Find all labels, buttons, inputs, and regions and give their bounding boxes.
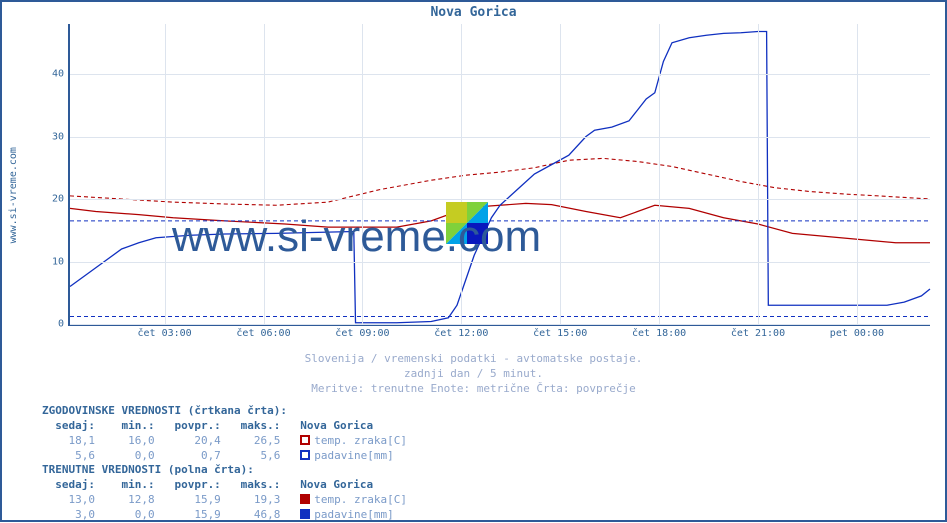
chart-container: Nova Gorica www.si-vreme.com 0 10 20 30 40 če…: [0, 0, 947, 522]
gridline-v: [362, 24, 363, 324]
chart-title: Nova Gorica: [2, 5, 945, 20]
gridline-h: [70, 262, 930, 263]
series-temp_trenutne: [70, 203, 930, 242]
ytick-label: 0: [58, 319, 70, 330]
subtitle-line-1: Slovenija / vremenski podatki - avtomats…: [2, 352, 945, 367]
xtick-label: pet 00:00: [830, 324, 884, 339]
legend-row: 18,1 16,0 20,4 26,5 temp. zraka[C]: [42, 434, 407, 449]
legend-swatch-icon: [300, 509, 310, 519]
gridline-v: [165, 24, 166, 324]
gridline-h: [70, 74, 930, 75]
plot-area: 010203040čet 03:00čet 06:00čet 09:00čet …: [68, 24, 930, 326]
subtitle-line-3: Meritve: trenutne Enote: metrične Črta: …: [2, 382, 945, 397]
xtick-label: čet 09:00: [335, 324, 389, 339]
legend-col-header: sedaj: min.: povpr.: maks.: Nova Gorica: [42, 419, 407, 434]
gridline-v: [560, 24, 561, 324]
xtick-label: čet 18:00: [632, 324, 686, 339]
chart-ylabel: www.si-vreme.com: [8, 147, 19, 243]
gridline-h: [70, 199, 930, 200]
xtick-label: čet 06:00: [236, 324, 290, 339]
gridline-v: [264, 24, 265, 324]
ytick-label: 30: [52, 131, 70, 142]
gridline-v: [857, 24, 858, 324]
gridline-h: [70, 324, 930, 325]
series-padavine_trenutne_lo: [70, 32, 930, 323]
chart-lines: [70, 24, 930, 324]
xtick-label: čet 21:00: [731, 324, 785, 339]
legend-swatch-icon: [300, 435, 310, 445]
chart-sublabels: Slovenija / vremenski podatki - avtomats…: [2, 352, 945, 397]
gridline-v: [758, 24, 759, 324]
xtick-label: čet 12:00: [434, 324, 488, 339]
legend-row: 3,0 0,0 15,9 46,8 padavine[mm]: [42, 508, 407, 523]
legend-row: 5,6 0,0 0,7 5,6 padavine[mm]: [42, 449, 407, 464]
ytick-label: 10: [52, 256, 70, 267]
ytick-label: 40: [52, 69, 70, 80]
legend-cur-header: TRENUTNE VREDNOSTI (polna črta):: [42, 463, 407, 478]
gridline-h: [70, 137, 930, 138]
legend-swatch-icon: [300, 494, 310, 504]
plot-wrap: 0 10 20 30 40 čet 03:00 čet 06:00 čet 09:00 čet …: [40, 24, 930, 344]
legend-hist-header: ZGODOVINSKE VREDNOSTI (črtkana črta):: [42, 404, 407, 419]
legend-col-header: sedaj: min.: povpr.: maks.: Nova Gorica: [42, 478, 407, 493]
gridline-v: [659, 24, 660, 324]
legend-swatch-icon: [300, 450, 310, 460]
subtitle-line-2: zadnji dan / 5 minut.: [2, 367, 945, 382]
xtick-label: čet 03:00: [138, 324, 192, 339]
legend-row: 13,0 12,8 15,9 19,3 temp. zraka[C]: [42, 493, 407, 508]
legend-block: ZGODOVINSKE VREDNOSTI (črtkana črta): se…: [42, 404, 407, 523]
xtick-label: čet 15:00: [533, 324, 587, 339]
gridline-v: [461, 24, 462, 324]
ytick-label: 20: [52, 194, 70, 205]
